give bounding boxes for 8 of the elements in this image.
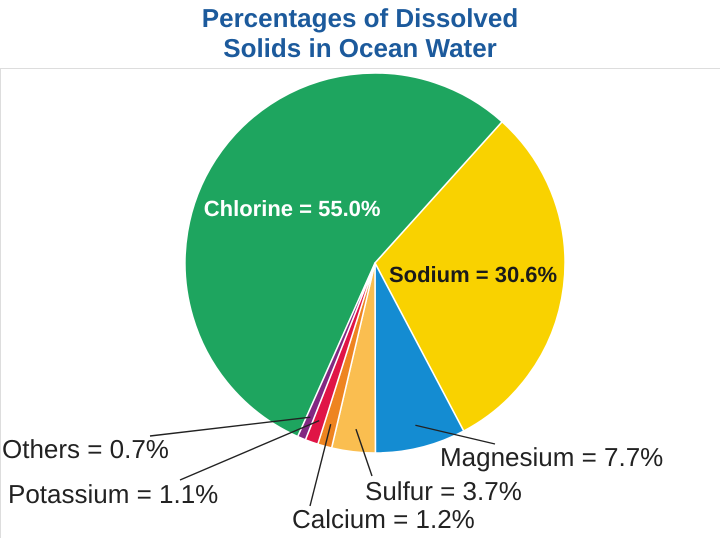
slice-label: Others = 0.7%: [2, 434, 169, 464]
slice-label: Sodium = 30.6%: [388, 262, 558, 288]
slice-label: Sulfur = 3.7%: [365, 476, 522, 506]
slice-label: Calcium = 1.2%: [292, 504, 475, 534]
slice-label: Chlorine = 55.0%: [204, 196, 380, 222]
chart-title: Percentages of Dissolved Solids in Ocean Water: [202, 3, 518, 63]
slice-label: Potassium = 1.1%: [8, 479, 218, 509]
slice-label: Magnesium = 7.7%: [440, 442, 664, 472]
